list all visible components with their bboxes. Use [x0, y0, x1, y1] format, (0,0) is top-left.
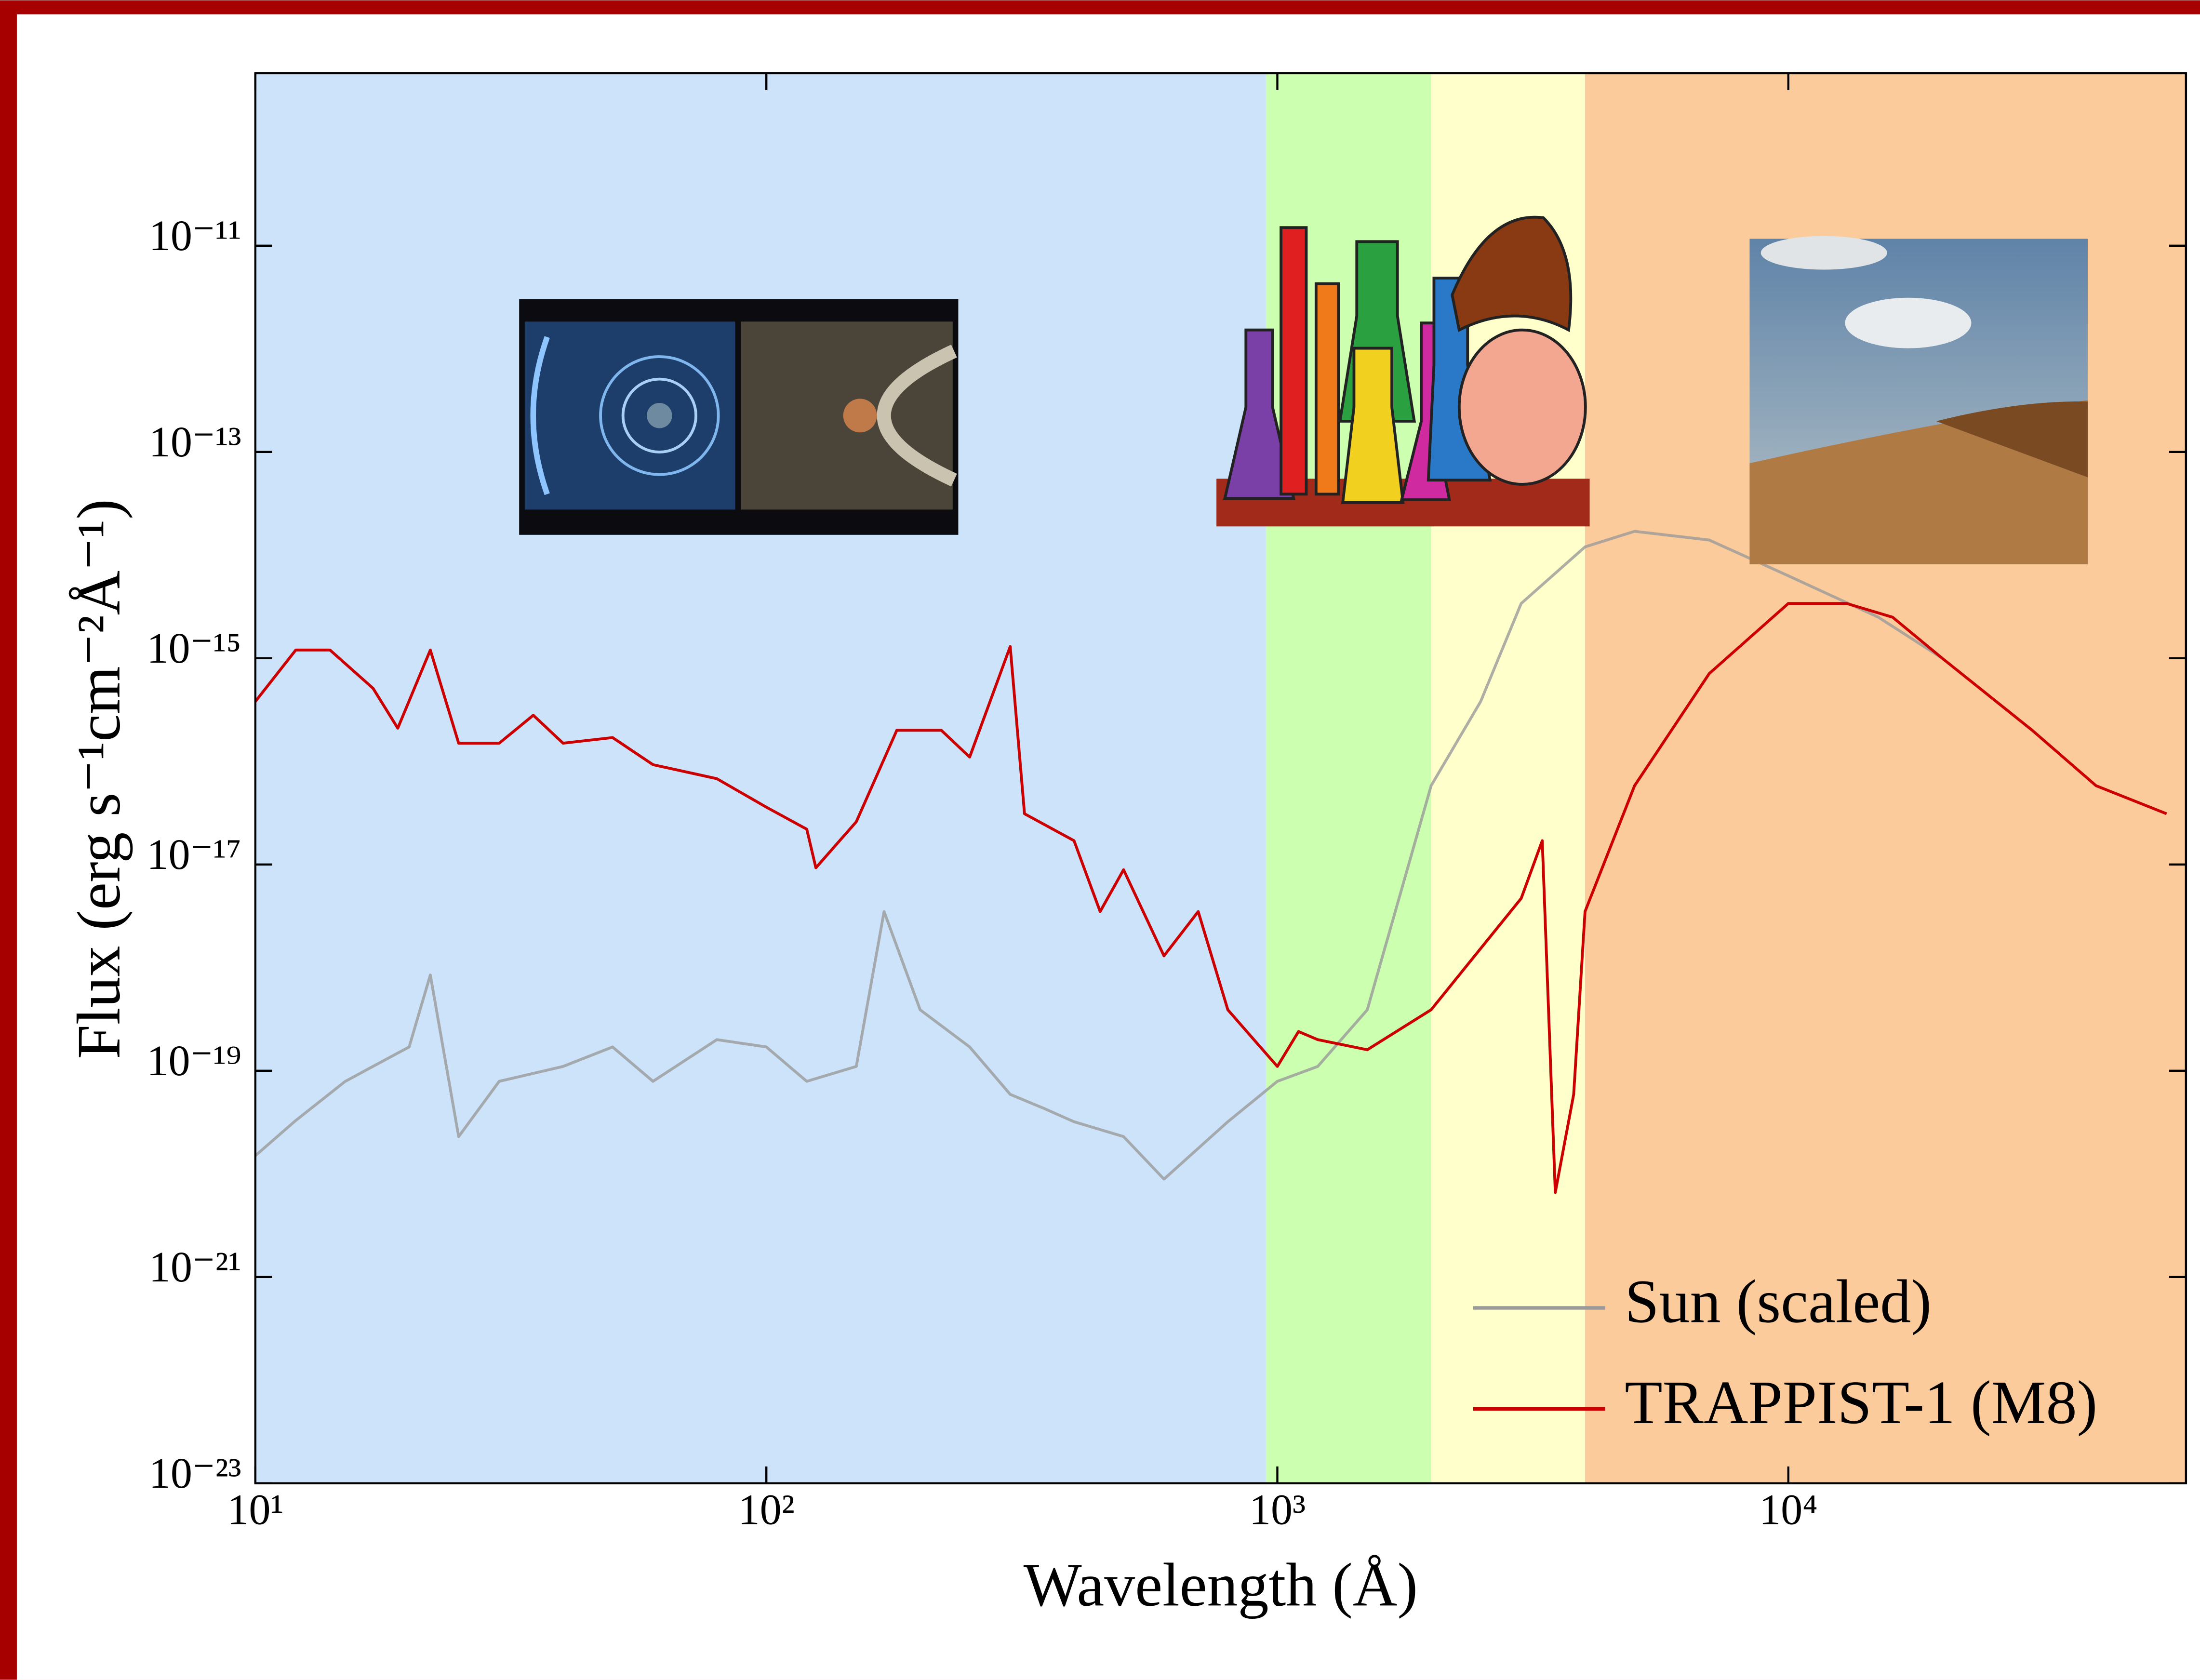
- y-tick-label: 10⁻¹⁷: [147, 830, 241, 879]
- y-tick-label: 10⁻¹⁹: [147, 1037, 241, 1085]
- legend-label: Sun (scaled): [1625, 1267, 1932, 1335]
- page: Wavelength (Å) Flux (erg s⁻¹cm⁻²Å⁻¹) 10¹…: [0, 0, 2200, 1680]
- y-tick-label: 10⁻²¹: [149, 1243, 241, 1291]
- chart: Wavelength (Å) Flux (erg s⁻¹cm⁻²Å⁻¹) 10¹…: [0, 0, 2200, 1680]
- x-tick-label: 10⁴: [1759, 1486, 1818, 1534]
- desert-image: [1749, 236, 2088, 564]
- y-tick-label: 10⁻¹⁵: [147, 624, 241, 672]
- x-tick-label: 10²: [738, 1486, 795, 1534]
- y-tick-label: 10⁻¹¹: [149, 212, 241, 260]
- y-tick-label: 10⁻¹³: [149, 418, 241, 466]
- y-tick-label: 10⁻²³: [149, 1449, 241, 1497]
- x-axis-label: Wavelength (Å): [1024, 1550, 1418, 1619]
- legend-label: TRAPPIST-1 (M8): [1625, 1368, 2097, 1437]
- y-axis-label: Flux (erg s⁻¹cm⁻²Å⁻¹): [65, 499, 133, 1059]
- magnetosphere-image: [519, 299, 958, 535]
- x-tick-label: 10³: [1249, 1486, 1306, 1534]
- region: [255, 73, 1266, 1483]
